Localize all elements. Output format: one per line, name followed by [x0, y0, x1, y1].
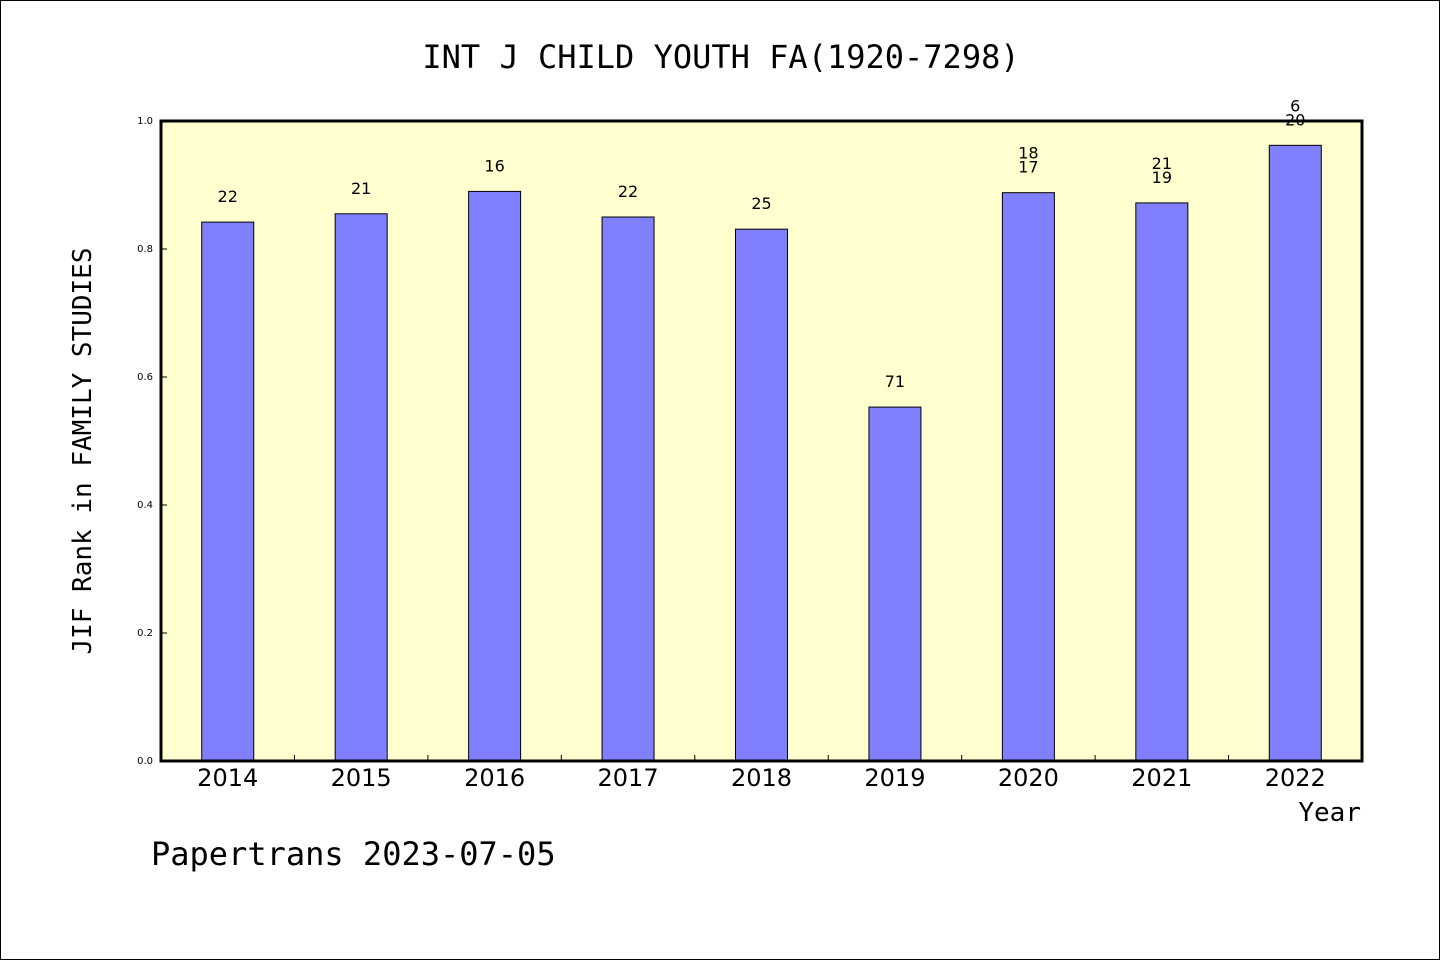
- y-axis-label: JIF Rank in FAMILY STUDIES: [68, 248, 98, 655]
- bar-2016: [468, 190, 522, 762]
- x-tick-label: 2018: [731, 764, 792, 792]
- y-tick-label: 0.4: [137, 500, 153, 511]
- y-tick-label: 0.6: [137, 372, 153, 383]
- bar-2018: [735, 228, 788, 762]
- y-tick-label: 1.0: [137, 116, 153, 127]
- data-label: 6: [1290, 96, 1300, 115]
- bar-2020: [1001, 192, 1055, 762]
- x-axis-label: Year: [1298, 798, 1361, 828]
- data-label: 21: [351, 179, 371, 198]
- x-tick-label: 2017: [598, 764, 659, 792]
- y-tick-label: 0.8: [137, 244, 153, 255]
- data-label: 21: [1152, 154, 1172, 173]
- bars-group: [201, 144, 1322, 762]
- y-tick-label: 0.0: [137, 756, 153, 767]
- data-label: 22: [618, 182, 638, 201]
- bar-2014: [201, 221, 255, 762]
- data-label: 25: [751, 194, 771, 213]
- data-label: 19: [1152, 168, 1172, 187]
- x-tick-label: 2021: [1131, 764, 1192, 792]
- plot-border: [159, 119, 1364, 763]
- data-label: 16: [484, 156, 504, 175]
- x-axis: 2014 2015 2016 2017 2018 2019 2020 2021 2022: [197, 755, 1326, 792]
- bar-2022: [1268, 144, 1322, 762]
- y-tick-label: 0.2: [137, 628, 153, 639]
- bar-2015: [334, 213, 388, 762]
- bar-2019: [868, 406, 922, 762]
- chart-title: INT J CHILD YOUTH FA(1920-7298): [422, 38, 1019, 76]
- x-tick-label: 2015: [331, 764, 392, 792]
- footer-text: Papertrans 2023-07-05: [151, 835, 556, 873]
- data-label: 71: [885, 372, 905, 391]
- x-tick-label: 2019: [864, 764, 925, 792]
- x-tick-label: 2016: [464, 764, 525, 792]
- x-tick-label: 2020: [998, 764, 1059, 792]
- bar-2017: [601, 216, 655, 762]
- x-tick-label: 2014: [197, 764, 258, 792]
- x-tick-label: 2022: [1265, 764, 1326, 792]
- data-label: 17: [1018, 158, 1038, 177]
- bar-2021: [1135, 202, 1189, 762]
- data-label: 18: [1018, 144, 1038, 163]
- data-label: 22: [218, 187, 238, 206]
